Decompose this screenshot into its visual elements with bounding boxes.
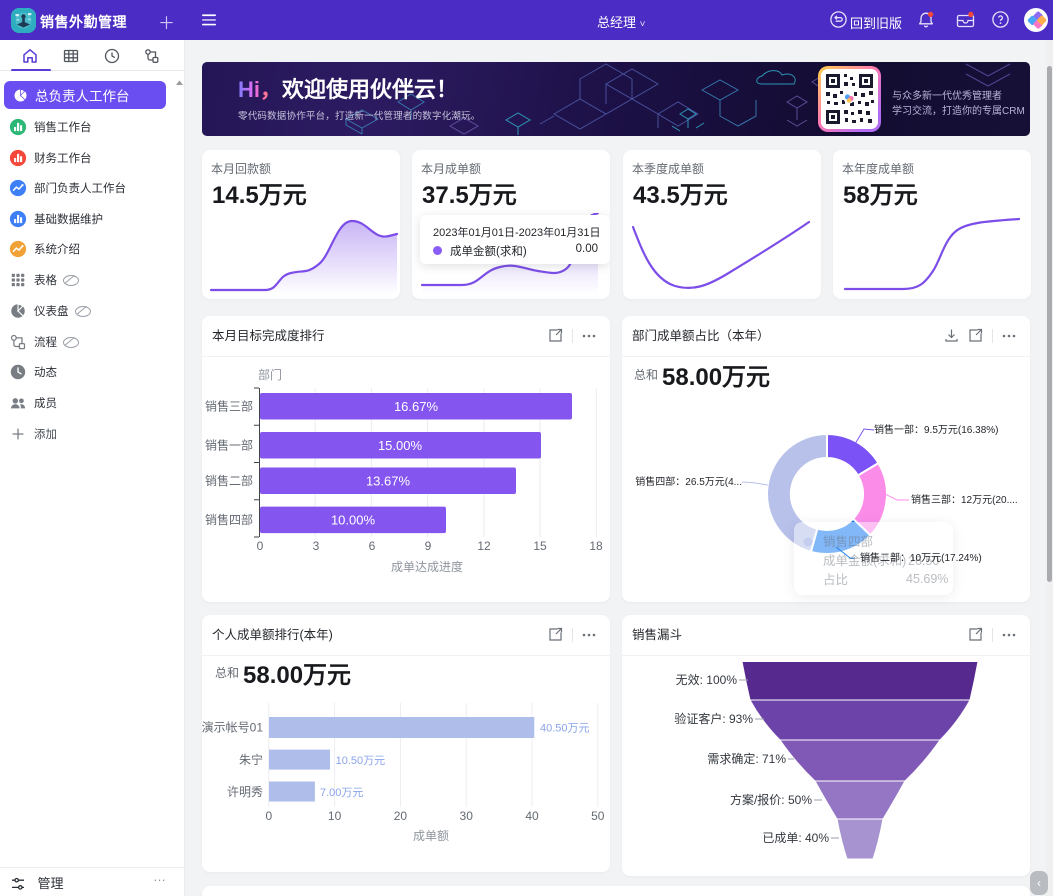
svg-text:验证客户: 93%: 验证客户: 93% <box>674 711 753 726</box>
svg-text:销售一部: 销售一部 <box>205 437 253 452</box>
svg-text:方案/报价: 50%: 方案/报价: 50% <box>730 792 812 807</box>
svg-text:9: 9 <box>425 539 432 553</box>
svg-text:6: 6 <box>369 539 376 553</box>
svg-text:销售三部：12万元(20....: 销售三部：12万元(20.... <box>911 493 1018 506</box>
svg-text:45.69%: 45.69% <box>906 572 948 586</box>
svg-text:15.00%: 15.00% <box>378 438 423 453</box>
svg-text:无效: 100%: 无效: 100% <box>676 672 738 687</box>
svg-text:成单金额(求和): 成单金额(求和) <box>823 553 906 568</box>
svg-text:销售四部：26.5万元(4...: 销售四部：26.5万元(4... <box>635 475 742 488</box>
svg-text:18: 18 <box>589 539 603 553</box>
svg-text:7.00万元: 7.00万元 <box>320 787 363 799</box>
svg-text:占比: 占比 <box>823 572 848 587</box>
svg-text:已成单: 40%: 已成单: 40% <box>762 831 829 845</box>
svg-text:10.50万元: 10.50万元 <box>336 755 386 767</box>
svg-text:10.00%: 10.00% <box>331 512 376 527</box>
svg-text:30: 30 <box>460 809 474 823</box>
svg-text:许明秀: 许明秀 <box>227 785 263 799</box>
svg-text:销售二部：10万元(17.24%): 销售二部：10万元(17.24%) <box>860 551 982 564</box>
svg-text:销售三部: 销售三部 <box>205 398 253 413</box>
svg-text:0: 0 <box>265 809 272 823</box>
svg-text:10: 10 <box>328 809 342 823</box>
svg-text:40: 40 <box>525 809 539 823</box>
svg-text:销售二部: 销售二部 <box>205 473 253 488</box>
svg-text:演示帐号01: 演示帐号01 <box>202 720 263 735</box>
svg-text:销售四部: 销售四部 <box>823 534 873 549</box>
svg-text:成单达成进度: 成单达成进度 <box>391 559 463 574</box>
svg-text:销售四部: 销售四部 <box>205 512 253 527</box>
svg-text:销售一部：9.5万元(16.38%): 销售一部：9.5万元(16.38%) <box>874 423 998 436</box>
svg-text:13.67%: 13.67% <box>366 473 411 488</box>
svg-text:12: 12 <box>477 539 491 553</box>
svg-text:朱宁: 朱宁 <box>239 752 263 767</box>
svg-text:3: 3 <box>313 539 320 553</box>
svg-text:成单额: 成单额 <box>413 829 449 843</box>
svg-text:50: 50 <box>591 809 605 823</box>
svg-text:需求确定: 71%: 需求确定: 71% <box>707 751 786 766</box>
svg-text:15: 15 <box>533 539 547 553</box>
svg-text:40.50万元: 40.50万元 <box>540 723 590 735</box>
svg-text:16.67%: 16.67% <box>394 399 439 414</box>
svg-text:20: 20 <box>394 809 408 823</box>
svg-text:0: 0 <box>257 539 264 553</box>
svg-text:26.50: 26.50 <box>908 554 939 568</box>
